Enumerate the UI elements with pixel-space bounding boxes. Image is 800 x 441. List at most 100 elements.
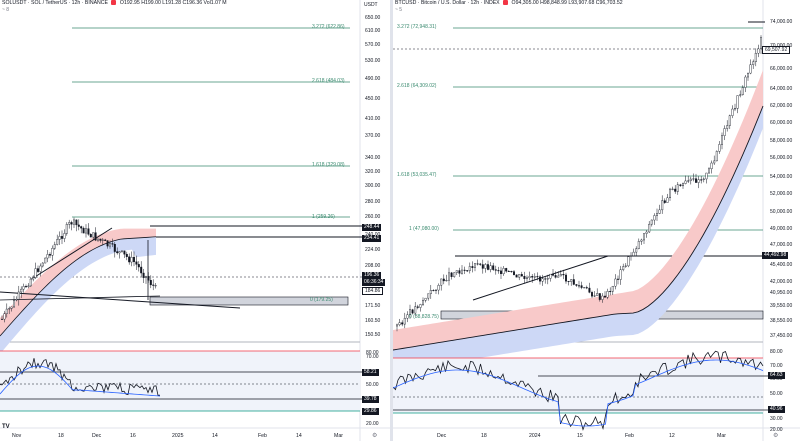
btc-candle [557,275,560,278]
price-tick: 260.00 [365,214,381,220]
price-tick: 74,000.00 [770,19,793,25]
btc-candle [718,144,721,152]
osc-tick: 80.00 [366,350,379,356]
price-tick: 42,000.00 [770,279,793,285]
tradingview-logo-icon: TV [2,424,10,430]
ema-line [0,236,157,337]
btc-candle [713,160,716,164]
btc-candle [619,269,622,280]
btc-candle [494,269,497,271]
price-tick: 56,000.00 [770,155,793,161]
trendline [29,227,113,281]
sol-candle [51,248,54,256]
btc-candle [650,219,653,225]
time-tick: 14 [296,433,302,439]
sol-candle [72,219,75,225]
price-tag: 234.41 [362,235,382,242]
price-tick: 280.00 [365,199,381,205]
sol-chart-pane[interactable]: SOLUSDT · SOL / TetherUS · 12h · BINANCE… [0,0,390,441]
time-tick: 14 [212,433,218,439]
btc-candle [435,289,438,291]
btc-candle [567,280,570,282]
btc-candle [598,293,601,300]
btc-candle [731,108,734,116]
time-tick: Mar [717,433,726,439]
sol-candle [70,222,73,225]
btc-chart-pane[interactable]: BTCUSD · Bitcoin / U.S. Dollar · 12h · I… [393,0,800,441]
sol-candle [61,236,64,239]
sol-candle [34,268,37,278]
ohlc-values: O94,305.00 H98,848.99 L93,907.68 C96,703… [511,0,623,6]
btc-candle [593,295,596,297]
sol-candle [75,219,78,226]
osc-tag: 29.86 [362,408,379,415]
btc-candle [663,200,666,203]
sol-candle [84,228,87,234]
osc-tag: 40.96 [768,406,785,413]
sol-candle [63,233,66,239]
time-tick: 12 [669,433,675,439]
btc-candle [450,272,453,277]
settings-gear-icon[interactable]: ⚙ [773,433,779,439]
btc-chart-canvas[interactable] [393,0,800,441]
settings-gear-icon[interactable]: ⚙ [372,433,378,439]
indicator-toggle[interactable]: ~ 8 [2,7,10,13]
btc-candle [671,188,674,190]
btc-candle [710,162,713,170]
price-tick: 39,550.00 [770,303,793,309]
btc-candle [396,324,399,327]
btc-candle [697,179,700,183]
btc-candle [523,276,526,279]
btc-candle [424,297,427,301]
sol-candle [128,256,131,263]
btc-candle [562,274,565,276]
price-tick: 38,550.00 [770,318,793,324]
btc-candle [546,278,549,280]
rsi-line [393,350,764,431]
btc-candle [726,125,729,129]
btc-symbol-header[interactable]: BTCUSD · Bitcoin / U.S. Dollar · 12h · I… [395,0,623,6]
btc-candle [609,291,612,293]
btc-candle [445,279,448,282]
sol-candle [113,244,116,252]
btc-candle [463,269,466,271]
indicator-toggle[interactable]: ~ 5 [395,7,403,13]
time-tick: Dec [437,433,447,439]
sol-candle [96,238,99,241]
btc-candle [455,270,458,273]
sol-candle [101,239,104,241]
status-dot-icon [503,0,509,6]
price-tick: 47,000.00 [770,242,793,248]
countdown-tag: 06:36:34 [362,279,386,286]
fib-label: 0 (38,828.75) [409,314,439,320]
price-tick: 171.50 [365,303,381,309]
osc-tag: 64.63 [768,372,785,379]
btc-candle [734,108,737,110]
ema-blue-band [0,236,156,354]
ohlc-values: O192.95 H199.00 L191.28 C196.36 Vol1.07 … [119,0,227,6]
btc-candle [590,292,593,297]
btc-candle [687,180,690,182]
time-tick: 2025 [172,433,184,439]
time-tick: 15 [577,433,583,439]
trendline [0,295,161,301]
pane-divider[interactable] [390,0,393,441]
btc-candle [648,223,651,233]
sol-candle [39,265,42,272]
sol-symbol-header[interactable]: SOLUSDT · SOL / TetherUS · 12h · BINANCE… [2,0,227,6]
sol-candle [41,262,44,267]
btc-candle [460,269,463,274]
sol-candle [99,238,102,241]
sol-chart-canvas[interactable] [0,0,390,441]
price-tick: 340.00 [365,155,381,161]
sol-candle [15,299,18,301]
sol-candle [111,243,114,245]
price-tick: 40,950.00 [770,290,793,296]
price-tick: 66,000.00 [770,66,793,72]
price-tick: 610.00 [365,28,381,34]
btc-candle [661,200,664,211]
btc-candle [575,284,578,286]
btc-candle [466,270,469,272]
time-tick: Mar [334,433,343,439]
sol-candle [3,313,6,320]
